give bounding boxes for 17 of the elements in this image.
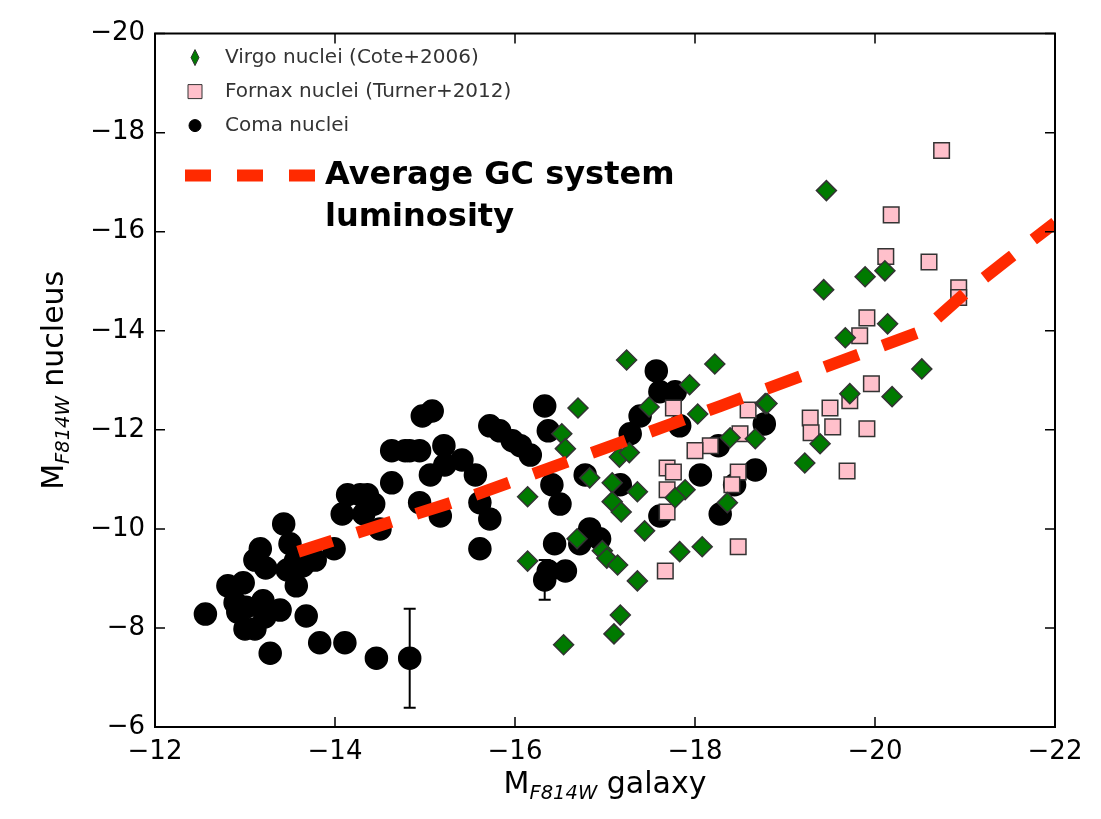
x-tick-label: −14 [307, 735, 363, 766]
y-tick-label: −18 [90, 115, 145, 146]
legend-label: Fornax nuclei (Turner+2012) [225, 77, 512, 102]
legend-label: Average GC system luminosity [325, 153, 675, 234]
y-tick-label: −12 [90, 412, 145, 443]
legend-label: Virgo nuclei (Cote+2006) [225, 43, 479, 68]
y-tick-label: −8 [106, 610, 145, 641]
x-tick-label: −18 [667, 735, 723, 766]
x-tick-label: −20 [847, 735, 903, 766]
y-tick-label: −20 [90, 16, 145, 47]
legend-label: Coma nuclei [225, 111, 350, 136]
y-tick-label: −10 [90, 511, 145, 542]
y-axis-title: MF814W nucleus [34, 270, 75, 490]
x-tick-label: −22 [1027, 735, 1083, 766]
y-tick-label: −14 [90, 313, 145, 344]
x-tick-label: −16 [487, 735, 543, 766]
y-tick-label: −16 [90, 214, 145, 245]
